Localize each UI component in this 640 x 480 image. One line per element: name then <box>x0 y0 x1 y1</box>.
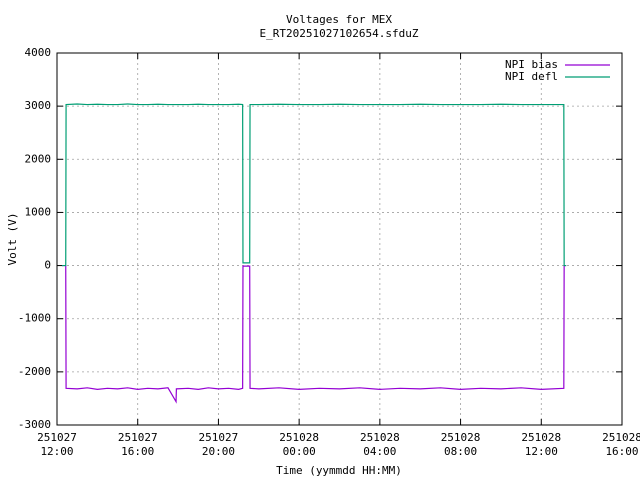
y-tick-label: -1000 <box>18 312 51 325</box>
y-tick-label: 3000 <box>25 99 52 112</box>
x-tick-label: 251028 16:00 <box>602 431 640 458</box>
y-tick-label: 4000 <box>25 46 52 59</box>
x-tick-label: 251028 12:00 <box>521 431 561 458</box>
y-tick-label: 2000 <box>25 152 52 165</box>
x-tick-label: 251027 16:00 <box>118 431 158 458</box>
data-line <box>62 103 567 267</box>
y-tick-label: 1000 <box>25 205 52 218</box>
x-tick-label: 251028 04:00 <box>360 431 400 458</box>
y-tick-label: -3000 <box>18 418 51 431</box>
plot-border <box>56 52 623 426</box>
x-tick-label: 251027 20:00 <box>199 431 239 458</box>
chart-subtitle: E_RT20251027102654.sfduZ <box>260 27 419 40</box>
y-tick-label: -2000 <box>18 365 51 378</box>
data-line <box>62 264 567 404</box>
legend-label: NPI bias <box>505 58 558 71</box>
x-tick-label: 251028 00:00 <box>279 431 319 458</box>
x-tick-label: 251028 08:00 <box>441 431 481 458</box>
x-axis-label: Time (yymmdd HH:MM) <box>276 464 402 477</box>
y-axis-label: Volt (V) <box>6 213 19 266</box>
y-tick-label: 0 <box>44 259 51 272</box>
x-tick-label: 251027 12:00 <box>37 431 77 458</box>
chart-title: Voltages for MEX <box>286 13 392 26</box>
legend-label: NPI defl <box>505 70 558 83</box>
